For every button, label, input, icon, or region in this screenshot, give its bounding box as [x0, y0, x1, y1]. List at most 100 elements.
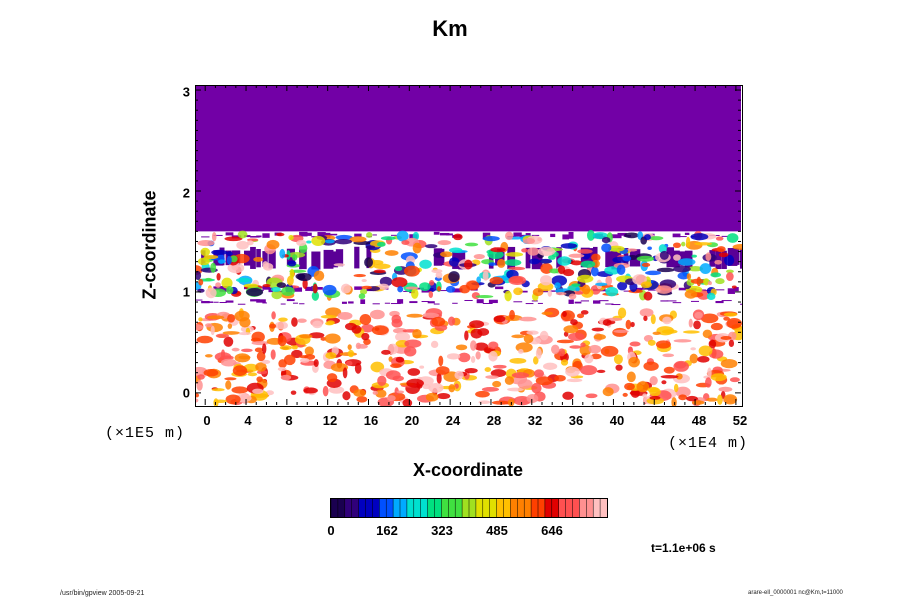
y-tick-label: 1 — [182, 284, 190, 300]
heatmap-cell — [518, 316, 537, 322]
heatmap-cell — [306, 240, 312, 244]
colorbar-tick-label: 323 — [431, 523, 453, 538]
heatmap-cell — [464, 259, 473, 270]
heatmap-cell — [381, 349, 391, 355]
heatmap-cell — [715, 300, 724, 304]
heatmap-cell — [213, 234, 223, 236]
heatmap-cell — [431, 316, 446, 327]
heatmap-cell — [297, 273, 312, 282]
heatmap-cell — [707, 281, 712, 286]
heatmap-cell — [641, 262, 651, 267]
heatmap-cell — [715, 236, 724, 241]
heatmap-cell — [380, 236, 396, 241]
heatmap-cell — [560, 359, 569, 366]
heatmap-cell — [687, 266, 704, 272]
heatmap-cell — [475, 294, 494, 299]
colorbar-swatch — [475, 499, 484, 517]
heatmap-cell — [365, 245, 376, 249]
heatmap-cell — [714, 259, 722, 265]
heatmap-cell — [296, 239, 307, 247]
heatmap-cell — [509, 309, 515, 320]
heatmap-cell — [630, 321, 635, 328]
heatmap-cell — [531, 300, 538, 302]
colorbar-swatch — [489, 499, 498, 517]
heatmap-cell — [356, 396, 368, 403]
heatmap-cell — [636, 381, 650, 393]
heatmap-cell — [475, 390, 490, 398]
colorbar — [330, 498, 608, 518]
footer-left: /usr/bin/gpview 2005-09-21 — [60, 590, 145, 597]
heatmap-cell — [229, 255, 238, 263]
heatmap-cell — [484, 367, 492, 372]
heatmap-cell — [523, 334, 534, 344]
heatmap-cell — [648, 236, 664, 241]
heatmap-cell — [447, 316, 456, 326]
colorbar-swatch — [469, 499, 477, 517]
heatmap-cell — [390, 363, 402, 369]
heatmap-cell — [550, 233, 556, 238]
heatmap-cell — [547, 289, 553, 297]
chart-title: Km — [432, 16, 468, 41]
heatmap-cell — [421, 301, 430, 303]
heatmap-cell — [698, 345, 713, 357]
heatmap-cell — [622, 255, 632, 262]
heatmap-cell — [197, 374, 205, 380]
heatmap-cell — [454, 370, 464, 380]
heatmap-cell — [435, 271, 443, 279]
heatmap-cell — [688, 318, 693, 328]
heatmap-cell — [733, 248, 740, 265]
heatmap-cell — [700, 313, 719, 324]
heatmap-cell — [303, 387, 318, 394]
heatmap-cell — [694, 311, 703, 319]
colorbar-swatch — [544, 499, 553, 517]
heatmap-cell — [675, 386, 691, 398]
heatmap-cell — [322, 284, 337, 296]
heatmap-cell — [478, 400, 491, 404]
heatmap-cell — [304, 346, 314, 356]
heatmap-cell — [608, 245, 625, 252]
heatmap-cell — [526, 330, 539, 335]
heatmap-cell — [335, 249, 344, 267]
heatmap-cell — [226, 286, 234, 295]
heatmap-cell — [247, 372, 258, 377]
heatmap-cell — [710, 322, 723, 331]
heatmap-cell — [311, 235, 326, 246]
heatmap-cell — [615, 364, 623, 371]
heatmap-cell — [706, 292, 716, 301]
heatmap-cell — [354, 246, 360, 269]
heatmap-cell — [476, 299, 484, 304]
heatmap-cell — [570, 260, 583, 266]
colorbar-swatch — [462, 499, 470, 517]
heatmap-cell — [280, 303, 286, 305]
heatmap-cell — [231, 386, 249, 394]
x-tick-label: 32 — [527, 413, 543, 428]
heatmap-cell — [427, 301, 435, 304]
heatmap-cell — [554, 282, 561, 290]
heatmap-cell — [251, 331, 265, 343]
heatmap-cell — [535, 376, 553, 386]
colorbar-swatch — [406, 499, 415, 517]
heatmap-cell — [487, 250, 504, 259]
heatmap-cell — [531, 234, 540, 236]
heatmap-cell — [495, 286, 504, 290]
heatmap-cell — [196, 335, 214, 344]
heatmap-cell — [640, 281, 652, 289]
heatmap-cell — [290, 390, 297, 395]
heatmap-cell — [391, 277, 408, 288]
heatmap-cell — [549, 268, 560, 274]
heatmap-cell — [705, 252, 712, 261]
heatmap-cell — [262, 251, 268, 267]
heatmap-cell — [525, 303, 534, 305]
heatmap-cell — [574, 301, 582, 304]
heatmap-cell — [710, 272, 722, 278]
colorbar-tick-label: 485 — [486, 523, 508, 538]
heatmap-cell — [623, 290, 633, 292]
heatmap-cell — [372, 390, 379, 395]
heatmap-cell — [673, 242, 681, 249]
heatmap-cell — [659, 250, 669, 260]
heatmap-cell — [210, 262, 217, 273]
heatmap-cell — [406, 378, 424, 388]
heatmap-cell — [231, 347, 240, 352]
heatmap-cell — [311, 251, 321, 270]
heatmap-cell — [707, 367, 712, 379]
